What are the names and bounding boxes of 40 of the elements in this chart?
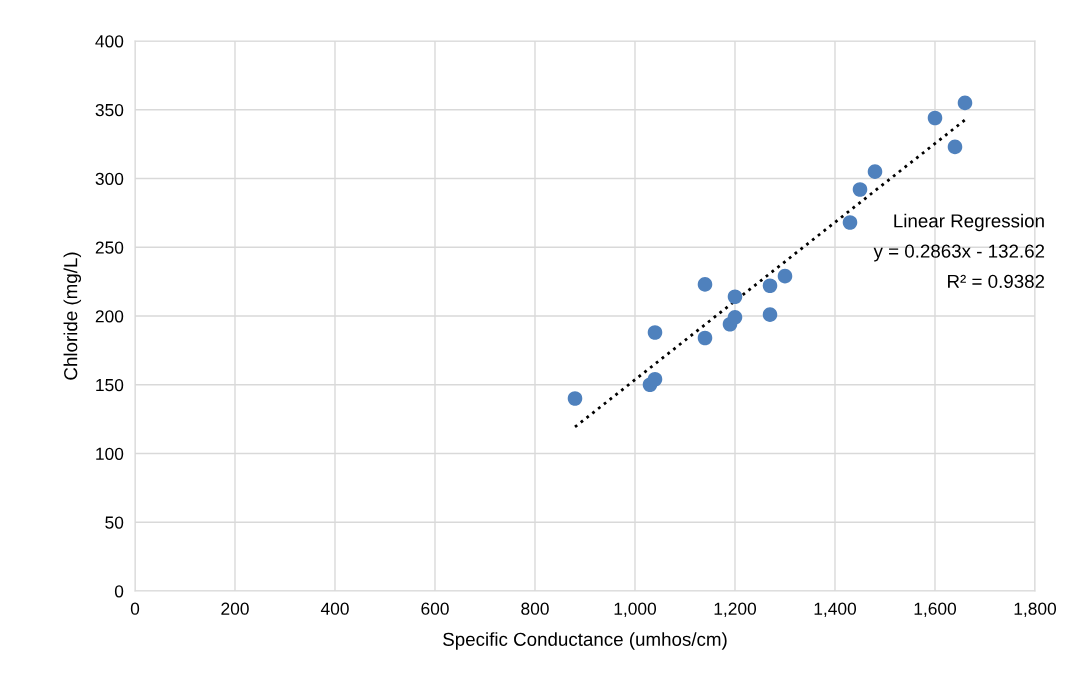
point	[927, 110, 943, 126]
x-tick-label: 1,400	[814, 602, 857, 617]
point	[567, 391, 583, 406]
point	[852, 182, 868, 197]
y-tick-label: 350	[95, 103, 124, 117]
y-tick-label: 300	[95, 172, 124, 185]
x-tick-label: 400	[320, 602, 349, 615]
x-tick-label: 1,200	[714, 602, 757, 617]
x-tick-label: 1,800	[1014, 602, 1057, 617]
y-axis-title: Chloride (mg/L)	[63, 252, 82, 380]
y-tick-label: 100	[96, 447, 124, 460]
y-tick-label: 250	[95, 241, 124, 254]
point	[762, 307, 778, 322]
x-tick-label: 0	[130, 602, 140, 615]
y-tick-label: 150	[96, 378, 124, 392]
point	[842, 215, 858, 230]
x-tick-label: 200	[221, 602, 249, 615]
y-tick-label: 200	[95, 310, 124, 323]
point	[777, 268, 793, 284]
x-axis-title: Specific Conductance (umhos/cm)	[443, 632, 727, 650]
annotation: y = 0.2863x - 132.62	[873, 244, 1045, 262]
point	[957, 95, 973, 111]
point	[727, 310, 743, 325]
x-tick-label: 600	[421, 602, 449, 615]
x-tick-label: 1,000	[614, 602, 657, 617]
point	[647, 325, 663, 340]
point	[947, 139, 963, 155]
point	[867, 164, 883, 179]
x-tick-label: 1,600	[914, 602, 957, 617]
point	[727, 289, 743, 305]
point	[697, 330, 713, 346]
point	[647, 371, 663, 387]
y-tick-label: 0	[114, 585, 124, 598]
point	[697, 277, 713, 292]
annotation: Linear Regression	[894, 213, 1044, 232]
y-tick-label: 400	[95, 35, 124, 48]
x-tick-label: 800	[521, 602, 549, 615]
point	[762, 278, 778, 294]
annotation: R² = 0.9382	[948, 274, 1045, 289]
y-tick-label: 50	[105, 516, 124, 529]
